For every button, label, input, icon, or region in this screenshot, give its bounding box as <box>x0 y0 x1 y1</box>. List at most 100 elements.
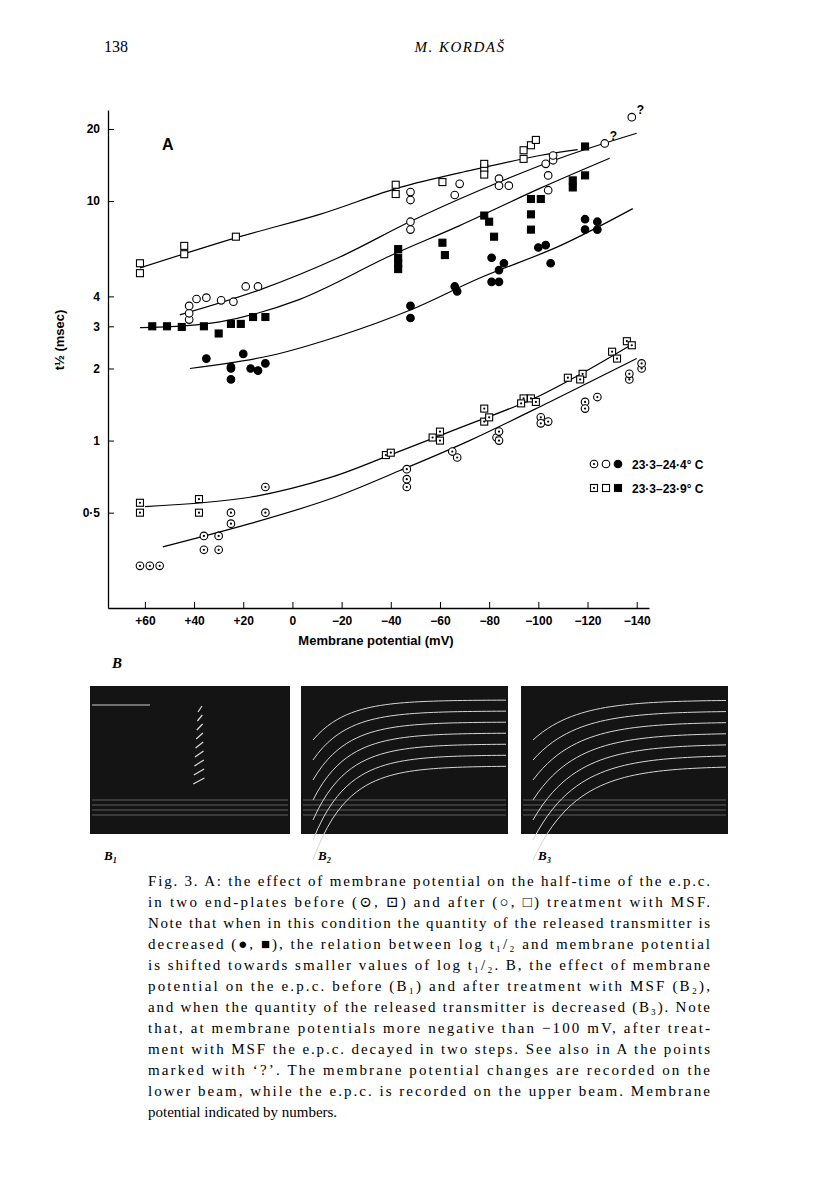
marker-circle <box>242 283 250 291</box>
y-tick-label: 3 <box>93 320 100 334</box>
upper-beam <box>313 766 506 860</box>
x-tick-mark <box>145 602 146 608</box>
marker-circle <box>590 460 598 468</box>
marker-square <box>439 239 446 246</box>
marker-square <box>628 342 635 349</box>
marker-square <box>582 143 589 150</box>
x-tick: +60 <box>135 602 156 628</box>
marker-dot <box>611 351 613 353</box>
marker-square <box>429 434 436 441</box>
marker-square <box>537 196 544 203</box>
marker-square <box>200 323 207 330</box>
x-tick-mark <box>538 602 539 608</box>
marker-dot <box>593 487 595 489</box>
marker-circle <box>227 509 235 517</box>
data-point <box>215 330 222 337</box>
marker-dot <box>631 344 633 346</box>
marker-dot <box>498 431 500 433</box>
data-point <box>581 405 589 413</box>
marker-circle <box>203 294 211 302</box>
data-point <box>217 297 225 305</box>
data-point <box>439 239 446 246</box>
marker-circle <box>200 546 208 554</box>
marker-dot <box>498 439 500 441</box>
marker-circle <box>403 465 411 473</box>
y-tick: 3 <box>93 320 114 334</box>
legend-marker <box>603 485 610 492</box>
x-tick: −20 <box>332 602 353 628</box>
marker-circle <box>254 367 262 375</box>
upper-beam <box>196 742 204 748</box>
marker-dot <box>483 407 485 409</box>
y-tick-mark <box>108 129 114 130</box>
marker-dot <box>139 512 141 514</box>
marker-circle <box>628 113 636 121</box>
marker-square <box>527 226 534 233</box>
upper-beam <box>197 724 203 730</box>
marker-dot <box>139 502 141 504</box>
data-point <box>527 226 534 233</box>
marker-dot <box>230 523 232 525</box>
data-point <box>532 398 539 405</box>
marker-dot <box>456 456 458 458</box>
oscilloscope-photo <box>521 686 728 860</box>
data-point <box>392 191 399 198</box>
data-point <box>185 309 193 317</box>
data-point <box>185 302 193 310</box>
x-axis: +60+40+200−20−40−60−80−100−120−140 <box>109 602 652 628</box>
data-point <box>193 295 201 303</box>
data-point <box>203 294 211 302</box>
upper-beam <box>196 733 203 739</box>
marker-circle <box>581 215 589 223</box>
upper-beam <box>195 751 204 757</box>
data-point <box>403 465 411 473</box>
lower-beam <box>303 815 506 816</box>
data-point <box>215 546 223 554</box>
marker-circle <box>495 428 503 436</box>
data-point <box>481 160 488 167</box>
x-tick-mark <box>440 602 441 608</box>
marker-square <box>136 270 143 277</box>
marker-square <box>387 449 394 456</box>
marker-dot <box>547 421 549 423</box>
x-axis-title: Membrane potential (mV) <box>298 633 453 648</box>
x-tick-mark <box>489 602 490 608</box>
photo-label: B₁ <box>103 848 117 863</box>
data-point <box>429 434 436 441</box>
marker-circle <box>581 405 589 413</box>
marker-dot <box>390 452 392 454</box>
marker-circle <box>594 226 602 234</box>
marker-square <box>227 320 234 327</box>
photo-label: B₂ <box>317 848 331 863</box>
caption-line: Fig. 3. A: the effect of membrane potent… <box>148 873 710 889</box>
lower-beam <box>92 815 288 816</box>
x-tick: −80 <box>479 602 500 628</box>
photo-label: B₃ <box>537 848 551 863</box>
marker-dot <box>149 565 151 567</box>
marker-dot <box>616 357 618 359</box>
marker-square <box>518 400 525 407</box>
marker-square <box>250 314 257 321</box>
x-tick: −140 <box>624 602 651 628</box>
y-axis-line <box>108 111 109 609</box>
marker-dot <box>203 535 205 537</box>
x-tick-label: −120 <box>575 614 602 628</box>
marker-square <box>486 218 493 225</box>
marker-circle <box>262 509 270 517</box>
data-point <box>195 509 202 516</box>
data-point <box>491 233 498 240</box>
lower-beam <box>523 800 726 801</box>
y-tick: 0·5 <box>83 506 114 520</box>
marker-dot <box>520 402 522 404</box>
legend-marker <box>614 460 622 468</box>
legend-label: 23·3–23·9° C <box>632 482 704 496</box>
data-point <box>532 136 539 143</box>
marker-square <box>436 437 443 444</box>
x-tick: −100 <box>525 602 552 628</box>
caption-line: ment with MSF the e.p.c. decayed in two … <box>148 1041 710 1057</box>
marker-circle <box>407 314 415 322</box>
marker-circle <box>488 278 496 286</box>
marker-square <box>392 181 399 188</box>
data-point <box>537 420 545 428</box>
data-point <box>549 152 557 160</box>
